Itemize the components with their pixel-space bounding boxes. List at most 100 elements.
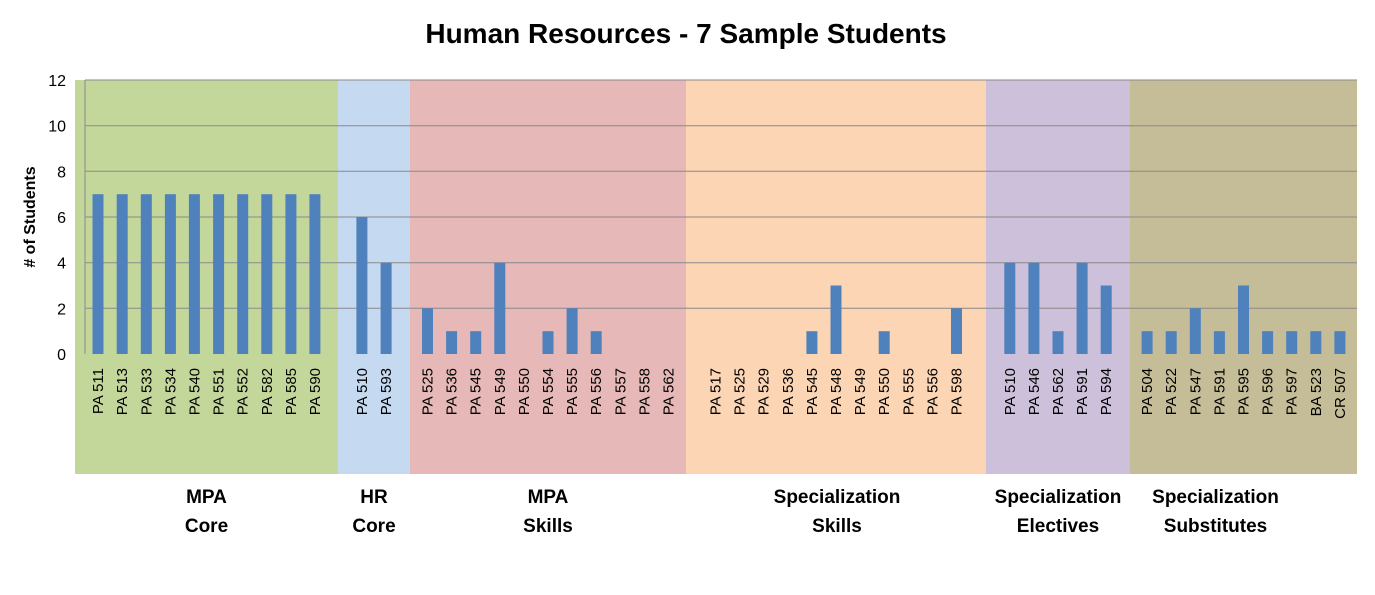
gridlines	[84, 79, 1357, 354]
bar	[590, 331, 602, 354]
category-label: PA 547	[1187, 368, 1204, 415]
bar	[116, 194, 128, 354]
bar	[92, 194, 104, 354]
category-label: PA 513	[114, 368, 131, 415]
category-label: PA 557	[612, 368, 629, 415]
bar	[806, 331, 818, 354]
bar	[1100, 285, 1112, 354]
bar	[422, 308, 433, 354]
bar	[140, 194, 152, 354]
category-label: PA 597	[1284, 368, 1301, 415]
category-label: PA 511	[90, 368, 107, 414]
category-label: PA 556	[588, 368, 605, 415]
group-band	[686, 80, 986, 474]
category-label: PA 533	[138, 368, 155, 415]
bar	[1028, 262, 1040, 354]
category-label: PA 554	[540, 368, 557, 415]
bar	[1165, 331, 1177, 354]
group-label: MPA Core	[185, 487, 228, 537]
bar	[285, 194, 297, 354]
category-label: CR 507	[1332, 368, 1349, 419]
bar	[1004, 262, 1016, 354]
category-label: PA 529	[756, 368, 773, 415]
group-label: Specialization Electives	[995, 487, 1122, 537]
category-label: PA 558	[636, 368, 653, 415]
group-label: Specialization Skills	[774, 487, 901, 537]
category-label: PA 522	[1163, 368, 1180, 415]
bar	[1286, 331, 1298, 354]
bar	[446, 331, 458, 354]
y-tick-label: 6	[57, 210, 66, 227]
y-tick-label: 8	[57, 164, 66, 181]
category-label: PA 555	[900, 368, 917, 415]
category-label: PA 596	[1260, 368, 1277, 415]
category-label: PA 549	[492, 368, 509, 415]
category-label: PA 545	[804, 368, 821, 415]
category-label: PA 590	[307, 368, 324, 415]
group-label: MPA Skills	[523, 487, 573, 537]
y-axis-ticks: 0 2 4 6 8 10 12	[48, 73, 66, 364]
chart-title: Human Resources - 7 Sample Students	[425, 18, 946, 49]
bar	[1213, 331, 1225, 354]
category-label: PA 550	[876, 368, 893, 415]
category-label: PA 548	[828, 368, 845, 415]
category-label: PA 552	[235, 368, 252, 415]
category-label: PA 582	[259, 368, 276, 415]
bar	[1052, 331, 1064, 354]
bar	[830, 285, 842, 354]
category-label: PA 550	[516, 368, 533, 415]
category-label: PA 585	[283, 368, 300, 415]
bar	[951, 308, 962, 354]
category-label: PA 595	[1236, 368, 1253, 415]
category-label: PA 591	[1211, 368, 1228, 415]
bar	[1334, 331, 1346, 354]
group-label: Specialization Substitutes	[1152, 487, 1279, 537]
category-label: PA 593	[378, 368, 395, 415]
bars	[92, 194, 1346, 354]
bar	[470, 331, 482, 354]
bar	[494, 262, 506, 354]
category-label: PA 546	[1026, 368, 1043, 415]
y-tick-label: 12	[48, 73, 66, 90]
bar	[1076, 262, 1088, 354]
category-label: BA 523	[1308, 368, 1325, 416]
bar	[380, 262, 392, 354]
category-label: PA 594	[1098, 368, 1115, 415]
bar	[1310, 331, 1322, 354]
category-label: PA 545	[468, 368, 485, 415]
category-label: PA 598	[949, 368, 966, 415]
bar	[188, 194, 200, 354]
category-label: PA 536	[444, 368, 461, 415]
category-label: PA 562	[1050, 368, 1067, 415]
category-label: PA 540	[186, 368, 203, 415]
bar	[878, 331, 890, 354]
y-tick-label: 10	[48, 119, 66, 136]
category-label: PA 534	[162, 368, 179, 415]
category-label: PA 549	[852, 368, 869, 415]
y-axis-label: # of Students	[22, 166, 39, 267]
bar	[566, 308, 578, 354]
bar	[164, 194, 176, 354]
category-label: PA 562	[661, 368, 678, 415]
category-labels: PA 511 PA 513 PA 533 PA 534 PA 540 PA 551 PA 5…	[90, 368, 1349, 419]
bar	[356, 217, 368, 354]
category-label: PA 556	[924, 368, 941, 415]
bar	[1189, 308, 1201, 354]
group-band	[338, 80, 410, 474]
bar	[542, 331, 554, 354]
bar	[1262, 331, 1274, 354]
bar	[1238, 285, 1249, 354]
y-tick-label: 4	[57, 256, 66, 273]
bar	[213, 194, 225, 354]
category-label: PA 551	[211, 368, 228, 415]
category-label: PA 555	[564, 368, 581, 415]
group-band	[1130, 80, 1357, 474]
group-label: HR Core	[352, 487, 395, 537]
category-label: PA 517	[708, 368, 725, 415]
bar	[1141, 331, 1153, 354]
category-label: PA 510	[354, 368, 371, 415]
category-label: PA 591	[1074, 368, 1091, 415]
group-band	[410, 80, 686, 474]
y-tick-label: 0	[57, 347, 66, 364]
